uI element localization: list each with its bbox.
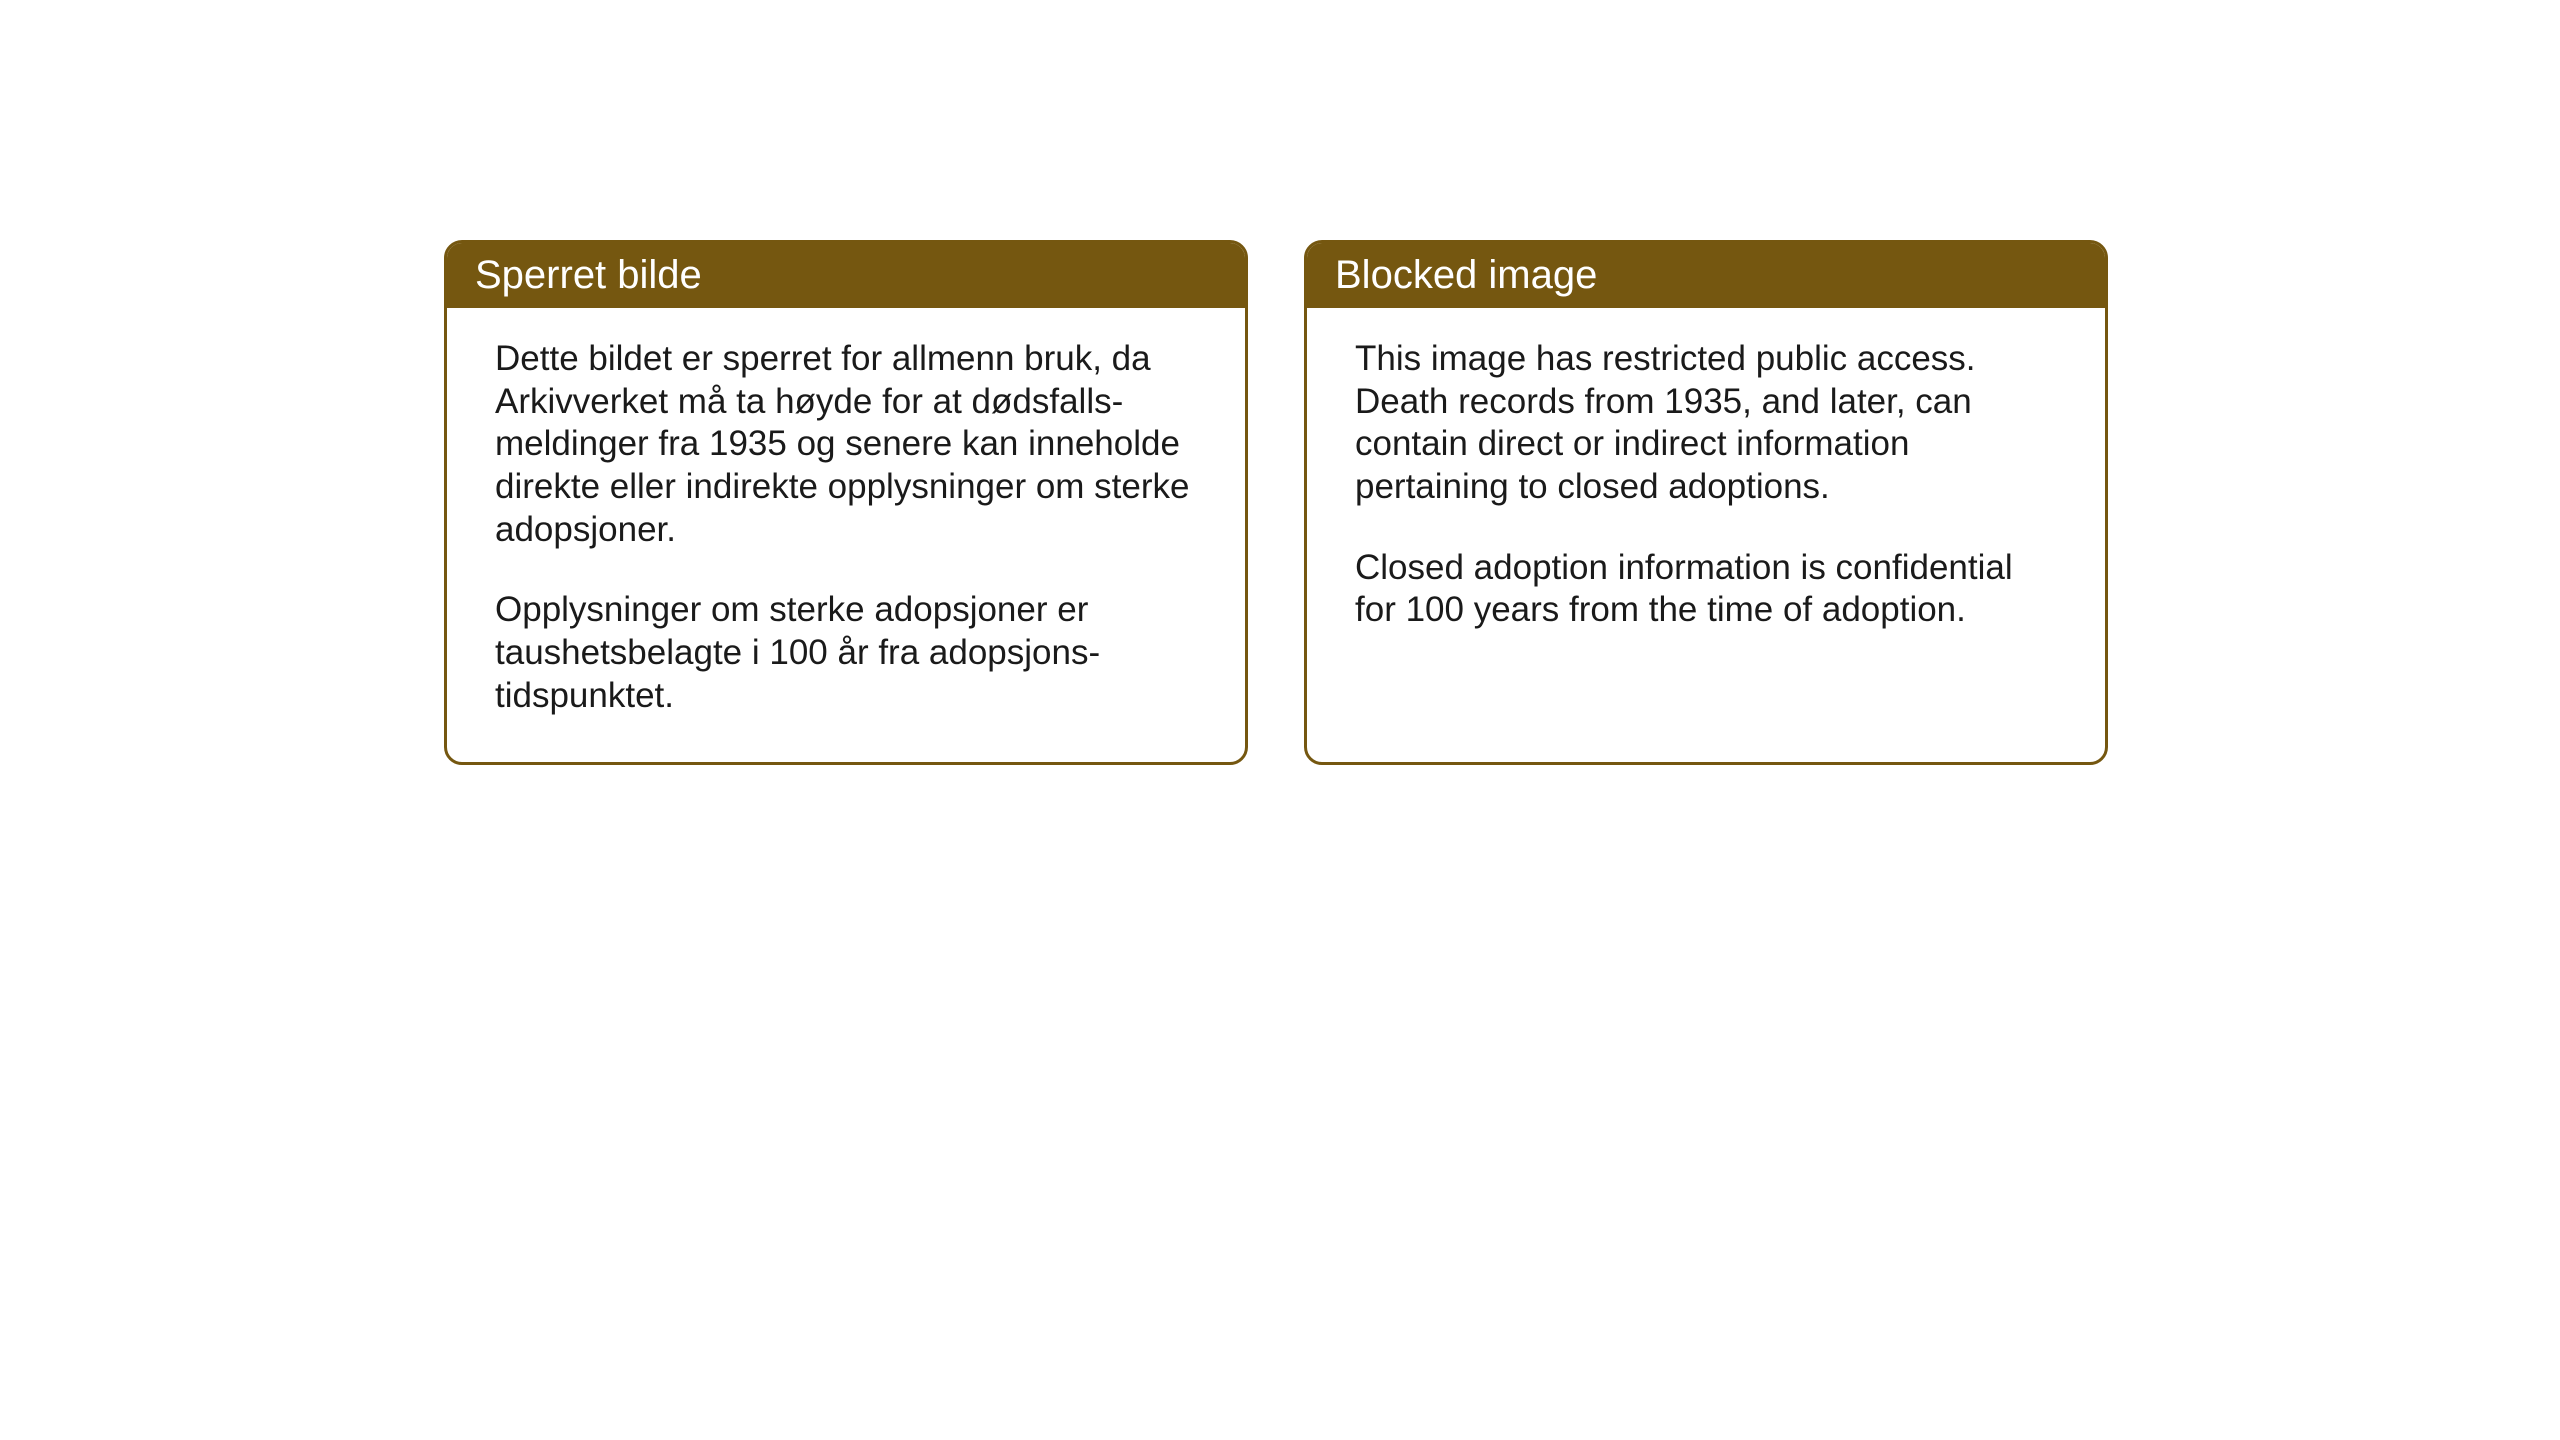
notice-cards-container: Sperret bilde Dette bildet er sperret fo…: [444, 240, 2108, 765]
notice-paragraph-2: Opplysninger om sterke adopsjoner er tau…: [495, 589, 1197, 717]
notice-card-english: Blocked image This image has restricted …: [1304, 240, 2108, 765]
card-header: Blocked image: [1307, 243, 2105, 308]
notice-paragraph-1: This image has restricted public access.…: [1355, 338, 2057, 509]
notice-paragraph-1: Dette bildet er sperret for allmenn bruk…: [495, 338, 1197, 551]
card-body: This image has restricted public access.…: [1307, 308, 2105, 676]
notice-paragraph-2: Closed adoption information is confident…: [1355, 547, 2057, 632]
notice-card-norwegian: Sperret bilde Dette bildet er sperret fo…: [444, 240, 1248, 765]
card-header: Sperret bilde: [447, 243, 1245, 308]
card-body: Dette bildet er sperret for allmenn bruk…: [447, 308, 1245, 762]
